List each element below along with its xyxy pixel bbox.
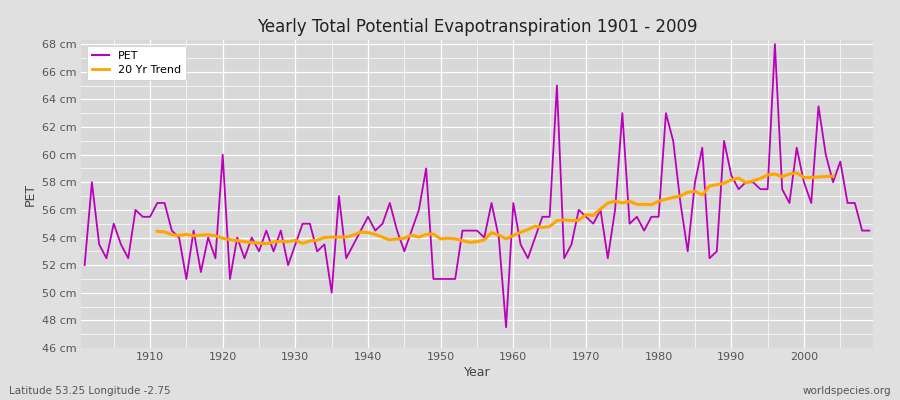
Y-axis label: PET: PET (23, 182, 37, 206)
20 Yr Trend (566, 218, 577, 223)
20 Yr Trend (261, 241, 272, 246)
20 Yr Trend (443, 236, 454, 240)
PET (79, 263, 90, 268)
20 Yr Trend (791, 170, 802, 175)
X-axis label: Year: Year (464, 366, 490, 379)
PET (341, 256, 352, 261)
Line: 20 Yr Trend: 20 Yr Trend (158, 173, 833, 244)
PET (508, 200, 518, 205)
PET (864, 228, 875, 233)
Line: PET: PET (85, 44, 869, 327)
20 Yr Trend (828, 174, 839, 179)
Legend: PET, 20 Yr Trend: PET, 20 Yr Trend (86, 46, 186, 80)
PET (297, 221, 308, 226)
20 Yr Trend (275, 239, 286, 244)
20 Yr Trend (152, 229, 163, 234)
Text: Latitude 53.25 Longitude -2.75: Latitude 53.25 Longitude -2.75 (9, 386, 171, 396)
PET (602, 256, 613, 261)
PET (138, 214, 148, 219)
PET (500, 325, 511, 330)
PET (770, 42, 780, 46)
20 Yr Trend (668, 195, 679, 200)
20 Yr Trend (334, 235, 345, 240)
20 Yr Trend (420, 232, 431, 237)
PET (515, 242, 526, 247)
Title: Yearly Total Potential Evapotranspiration 1901 - 2009: Yearly Total Potential Evapotranspiratio… (256, 18, 698, 36)
Text: worldspecies.org: worldspecies.org (803, 386, 891, 396)
